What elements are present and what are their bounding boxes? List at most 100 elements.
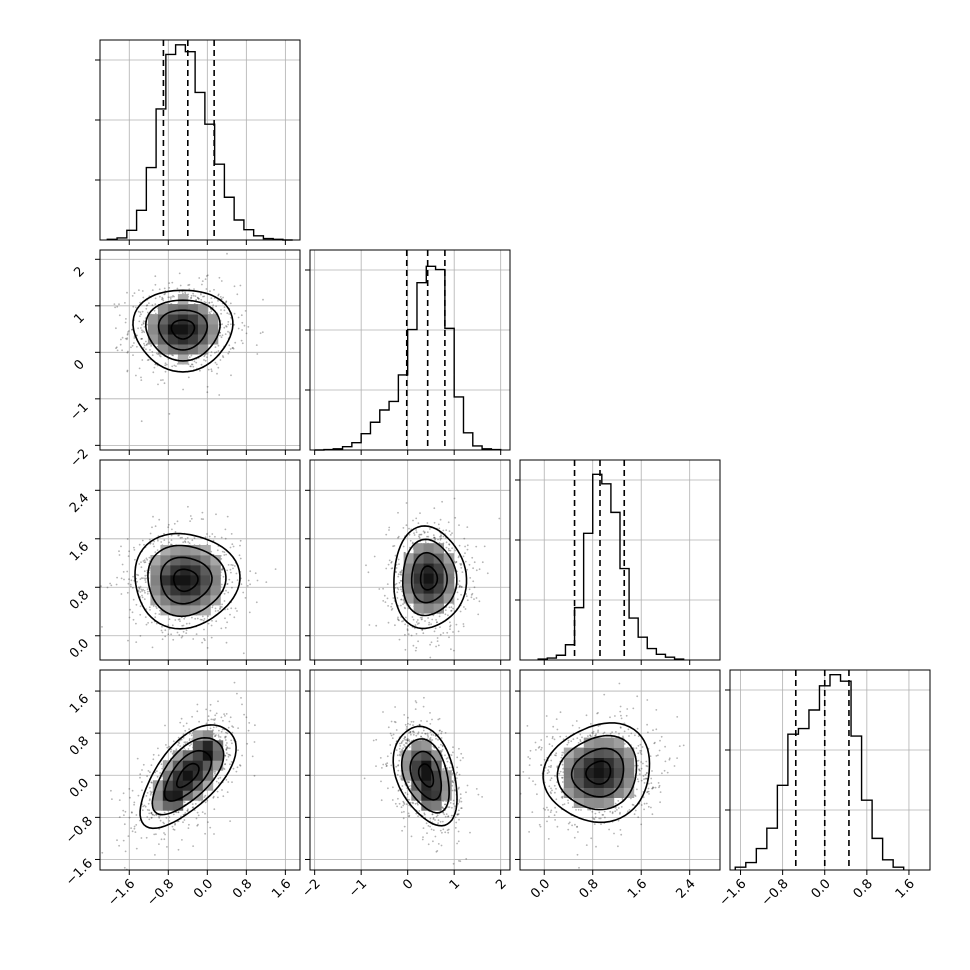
scatter-point xyxy=(397,616,399,619)
scatter-point xyxy=(224,617,226,620)
scatter-point xyxy=(159,819,162,822)
scatter-point xyxy=(459,793,462,796)
scatter-point xyxy=(437,738,439,741)
scatter-point xyxy=(138,587,141,589)
scatter-point xyxy=(151,781,153,784)
scatter-point xyxy=(396,805,398,808)
scatter-point xyxy=(437,538,439,541)
scatter-point xyxy=(397,619,400,621)
scatter-point xyxy=(392,545,394,548)
scatter-point xyxy=(193,288,195,290)
scatter-point xyxy=(172,354,175,357)
scatter-point xyxy=(226,608,229,611)
scatter-point xyxy=(416,623,419,625)
scatter-point xyxy=(388,526,391,529)
scatter-point xyxy=(221,789,223,791)
scatter-point xyxy=(212,726,215,729)
scatter-point xyxy=(398,563,400,566)
scatter-point xyxy=(126,333,129,336)
scatter-point xyxy=(204,794,207,797)
scatter-point xyxy=(405,803,408,806)
scatter-point xyxy=(164,364,167,367)
scatter-point xyxy=(245,716,248,719)
scatter-point xyxy=(231,742,233,745)
scatter-point xyxy=(141,359,144,361)
scatter-point xyxy=(170,534,173,537)
scatter-point xyxy=(478,600,481,603)
scatter-point xyxy=(154,283,157,286)
scatter-point xyxy=(458,799,461,801)
scatter-point xyxy=(576,826,578,828)
scatter-point xyxy=(554,775,556,777)
scatter-point xyxy=(151,813,154,816)
scatter-point xyxy=(439,539,442,541)
scatter-point xyxy=(147,358,150,361)
scatter-point xyxy=(590,735,592,738)
scatter-point xyxy=(429,656,432,659)
scatter-point xyxy=(390,752,392,755)
scatter-point xyxy=(244,597,247,599)
scatter-point xyxy=(561,754,563,757)
scatter-point xyxy=(186,537,189,539)
scatter-point xyxy=(152,543,155,545)
scatter-point xyxy=(437,746,440,749)
scatter-point xyxy=(477,613,480,616)
scatter-point xyxy=(225,553,228,556)
scatter-point xyxy=(460,567,463,569)
scatter-point xyxy=(168,541,171,544)
scatter-point xyxy=(449,624,452,627)
scatter-point xyxy=(408,740,411,743)
scatter-point xyxy=(149,349,151,351)
scatter-point xyxy=(197,297,200,300)
scatter-point xyxy=(217,796,219,799)
scatter-point xyxy=(639,750,642,752)
scatter-point xyxy=(205,708,208,711)
scatter-point xyxy=(188,288,191,290)
scatter-point xyxy=(206,274,209,277)
scatter-point xyxy=(412,720,415,723)
scatter-point xyxy=(144,579,147,581)
scatter-point xyxy=(430,641,433,644)
scatter-point xyxy=(190,365,192,368)
scatter-point xyxy=(188,823,190,826)
scatter-point xyxy=(188,728,191,730)
scatter-point xyxy=(594,734,597,737)
scatter-point xyxy=(223,306,226,309)
scatter-point xyxy=(646,765,649,768)
scatter-point xyxy=(437,822,439,824)
scatter-point xyxy=(433,536,436,539)
scatter-point xyxy=(434,538,437,540)
scatter-point xyxy=(182,388,185,391)
scatter-point xyxy=(217,777,220,780)
scatter-point xyxy=(212,312,215,315)
scatter-point xyxy=(449,621,451,624)
scatter-point xyxy=(202,619,205,622)
scatter-point xyxy=(391,607,394,610)
scatter-point xyxy=(134,558,136,561)
scatter-point xyxy=(418,536,421,539)
scatter-point xyxy=(239,284,242,287)
scatter-point xyxy=(464,560,467,563)
scatter-point xyxy=(437,718,440,721)
scatter-point xyxy=(451,780,454,783)
scatter-point xyxy=(438,615,441,618)
scatter-point xyxy=(236,579,239,581)
scatter-point xyxy=(135,374,137,377)
scatter-point xyxy=(138,588,141,590)
scatter-point xyxy=(187,376,190,379)
scatter-point xyxy=(198,720,201,723)
scatter-point xyxy=(241,754,244,757)
scatter-point xyxy=(423,813,426,816)
scatter-point xyxy=(206,385,209,388)
scatter-point xyxy=(473,561,476,564)
scatter-point xyxy=(646,699,649,701)
scatter-point xyxy=(237,327,240,330)
scatter-point xyxy=(230,323,232,326)
scatter-point xyxy=(249,570,252,573)
scatter-point xyxy=(626,708,629,710)
scatter-point xyxy=(408,781,410,784)
scatter-point xyxy=(227,564,230,566)
scatter-point xyxy=(246,742,249,745)
scatter-point xyxy=(206,799,209,802)
scatter-point xyxy=(132,305,135,308)
